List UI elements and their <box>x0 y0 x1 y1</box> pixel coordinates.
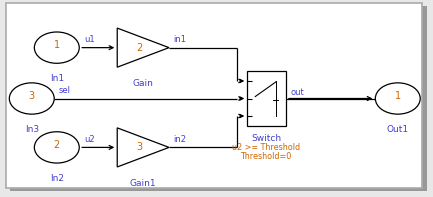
Text: 3: 3 <box>29 91 35 101</box>
Text: 1: 1 <box>54 40 60 50</box>
Text: Out1: Out1 <box>387 125 409 134</box>
FancyBboxPatch shape <box>10 6 427 191</box>
Text: Gain1: Gain1 <box>130 179 156 188</box>
Text: u1: u1 <box>84 35 95 44</box>
Polygon shape <box>117 28 169 67</box>
FancyBboxPatch shape <box>247 71 285 126</box>
Text: Gain: Gain <box>132 79 154 88</box>
Text: u2: u2 <box>84 135 95 144</box>
Ellipse shape <box>10 83 54 114</box>
Text: 2: 2 <box>54 140 60 150</box>
Text: In2: In2 <box>50 174 64 183</box>
Text: In1: In1 <box>50 74 64 83</box>
Text: in1: in1 <box>173 35 186 44</box>
Text: in2: in2 <box>173 135 186 144</box>
Text: 1: 1 <box>395 91 401 101</box>
Ellipse shape <box>34 132 79 163</box>
Text: 3: 3 <box>136 142 142 152</box>
Text: out: out <box>291 87 304 97</box>
Text: Threshold=0: Threshold=0 <box>240 152 292 161</box>
Polygon shape <box>117 128 169 167</box>
Text: 2: 2 <box>136 43 142 53</box>
Ellipse shape <box>375 83 420 114</box>
Text: In3: In3 <box>25 125 39 134</box>
Text: sel: sel <box>58 86 71 95</box>
FancyBboxPatch shape <box>6 3 422 189</box>
Text: Switch: Switch <box>251 134 281 143</box>
Text: u2 >= Threshold: u2 >= Threshold <box>232 143 300 152</box>
Ellipse shape <box>34 32 79 63</box>
